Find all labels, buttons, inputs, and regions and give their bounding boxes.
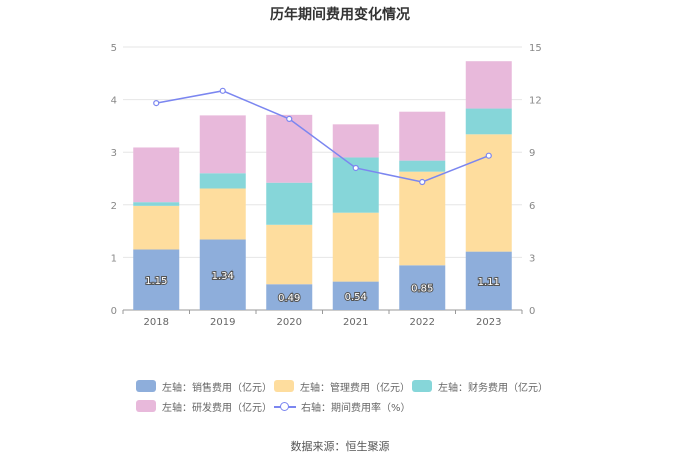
y-right-tick-label: 12 — [529, 96, 542, 107]
legend-item-finance[interactable]: 左轴：财务费用（亿元） — [412, 379, 550, 394]
bar-sales-2020 — [266, 284, 313, 310]
bar-admin-2021 — [332, 212, 379, 282]
bar-rnd-2020 — [266, 114, 313, 183]
legend-item-sales[interactable]: 左轴：销售费用（亿元） — [136, 379, 274, 394]
legend-item-rnd[interactable]: 左轴：研发费用（亿元） — [136, 399, 274, 414]
y-left-tick-label: 5 — [111, 43, 117, 54]
y-right-tick-label: 9 — [529, 148, 535, 159]
chart-title: 历年期间费用变化情况 — [270, 7, 410, 23]
expense-rate-line — [156, 90, 490, 183]
bar-rnd-2021 — [332, 124, 379, 158]
y-right-tick-label: 0 — [529, 306, 535, 317]
data-source: 数据来源：恒生聚源 — [290, 440, 390, 453]
legend-label-admin: 左轴：管理费用（亿元） — [300, 382, 410, 394]
legend-item-expense-rate[interactable]: 右轴：期间费用率（%） — [274, 399, 412, 414]
bar-finance-2020 — [266, 182, 313, 225]
bar-sales-2019 — [199, 239, 246, 310]
legend-label-finance: 左轴：财务费用（亿元） — [438, 382, 548, 394]
expense-rate-point-2021 — [352, 164, 359, 172]
data-label-sales-2019: 1.34 — [212, 271, 234, 282]
y-left-tick-label: 2 — [111, 201, 117, 212]
legend-label-expense-rate: 右轴：期间费用率（%） — [301, 402, 411, 414]
data-label-sales-2022: 0.85 — [411, 284, 433, 295]
legend-swatch-sales — [136, 380, 156, 392]
legend-swatch-rnd — [136, 400, 156, 412]
y-right-tick-label: 3 — [529, 253, 535, 264]
bar-sales-2022 — [399, 265, 446, 310]
bar-finance-2019 — [199, 173, 246, 189]
expense-rate-point-2018 — [153, 100, 160, 107]
bar-admin-2018 — [133, 205, 180, 250]
bar-rnd-2023 — [465, 61, 512, 109]
x-tick-label: 2018 — [144, 317, 169, 328]
x-tick-label: 2020 — [277, 317, 302, 328]
legend-label-rnd: 左轴：研发费用（亿元） — [162, 402, 272, 414]
legend-item-admin[interactable]: 左轴：管理费用（亿元） — [274, 379, 412, 394]
expense-rate-point-2020 — [286, 115, 293, 122]
y-right-tick-label: 6 — [529, 201, 535, 212]
bar-finance-2022 — [399, 160, 446, 172]
data-label-sales-2020: 0.49 — [278, 293, 300, 304]
y-left-tick-label: 0 — [111, 306, 117, 317]
bar-sales-2021 — [332, 281, 379, 310]
bar-rnd-2019 — [199, 115, 246, 174]
legend: 左轴：销售费用（亿元） 左轴：管理费用（亿元） 左轴：财务费用（亿元） 左轴：研… — [136, 376, 556, 416]
data-label-sales-2018: 1.15 — [145, 276, 167, 287]
bar-rnd-2018 — [133, 147, 180, 203]
expense-rate-point-2022 — [419, 178, 426, 186]
bar-finance-2023 — [465, 108, 512, 135]
data-label-sales-2021: 0.54 — [345, 292, 367, 303]
bar-rnd-2022 — [399, 111, 446, 161]
expense-rate-point-2019 — [219, 87, 226, 94]
legend-swatch-admin — [274, 380, 294, 392]
bar-admin-2020 — [266, 224, 313, 285]
legend-line-icon — [274, 400, 296, 412]
x-tick-label: 2019 — [210, 317, 235, 328]
y-left-tick-label: 3 — [111, 148, 117, 159]
bar-finance-2018 — [133, 202, 180, 206]
y-right-tick-label: 15 — [529, 43, 542, 54]
bar-sales-2023 — [465, 251, 512, 310]
expense-rate-point-2023 — [485, 152, 492, 159]
y-left-tick-label: 1 — [111, 253, 117, 264]
x-tick-label: 2021 — [343, 317, 368, 328]
bar-admin-2019 — [199, 188, 246, 240]
bar-admin-2023 — [465, 134, 512, 252]
bar-admin-2022 — [399, 171, 446, 266]
legend-swatch-finance — [412, 380, 432, 392]
x-tick-label: 2023 — [476, 317, 501, 328]
data-label-sales-2023: 1.11 — [478, 277, 500, 288]
legend-label-sales: 左轴：销售费用（亿元） — [162, 382, 272, 394]
bar-sales-2018 — [133, 249, 180, 310]
y-left-tick-label: 4 — [111, 96, 117, 107]
x-tick-label: 2022 — [410, 317, 435, 328]
